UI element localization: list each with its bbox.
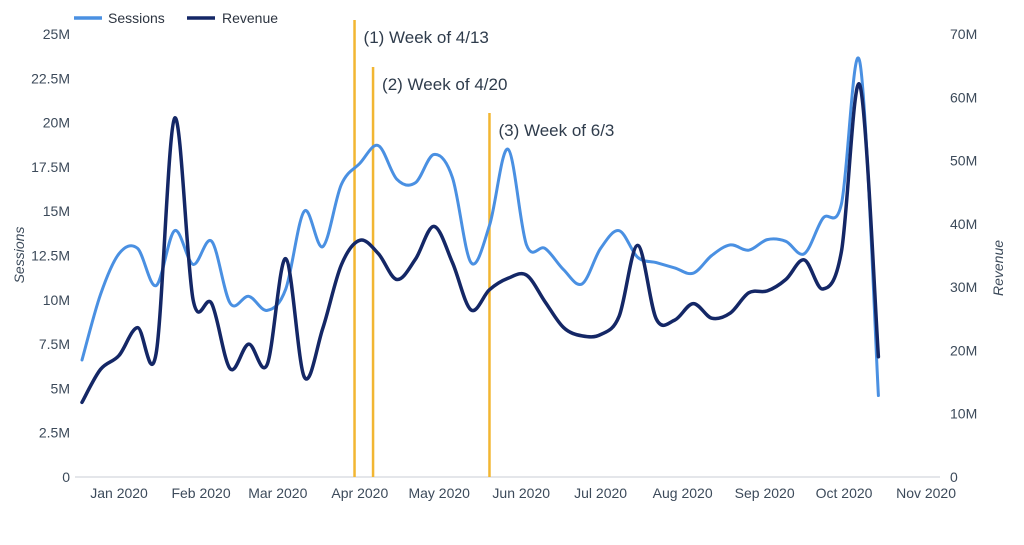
left-tick-label: 20M xyxy=(43,115,70,131)
x-tick-label: Sep 2020 xyxy=(735,485,795,501)
left-tick-label: 12.5M xyxy=(31,248,70,264)
right-tick-label: 70M xyxy=(950,26,977,42)
x-tick-label: Oct 2020 xyxy=(816,485,873,501)
right-axis-ticks: 0 10M 20M 30M 40M 50M 60M 70M xyxy=(950,26,977,485)
left-tick-label: 15M xyxy=(43,203,70,219)
annotation-lines xyxy=(353,20,491,477)
series-line-sessions xyxy=(80,56,880,397)
x-tick-label: Jul 2020 xyxy=(574,485,627,501)
left-tick-label: 25M xyxy=(43,26,70,42)
x-tick-label: Mar 2020 xyxy=(248,485,307,501)
left-tick-label: 17.5M xyxy=(31,159,70,175)
right-tick-label: 60M xyxy=(950,89,977,105)
left-axis-ticks: 0 2.5M 5M 7.5M 10M 12.5M 15M 17.5M 20M 22.5M 25M xyxy=(31,26,70,485)
right-tick-label: 30M xyxy=(950,279,977,295)
left-tick-label: 22.5M xyxy=(31,70,70,86)
x-tick-label: Nov 2020 xyxy=(896,485,956,501)
right-tick-label: 40M xyxy=(950,216,977,232)
series-lines xyxy=(80,56,881,405)
x-tick-label: May 2020 xyxy=(408,485,470,501)
x-tick-label: Feb 2020 xyxy=(171,485,230,501)
x-tick-label: Jan 2020 xyxy=(90,485,148,501)
x-tick-label: Jun 2020 xyxy=(492,485,550,501)
legend: Sessions Revenue xyxy=(74,10,278,26)
annotation-label: (3) Week of 6/3 xyxy=(498,121,614,140)
left-tick-label: 0 xyxy=(62,469,70,485)
annotation-label: (2) Week of 4/20 xyxy=(382,75,507,94)
legend-label-sessions: Sessions xyxy=(108,10,165,26)
annotation-label: (1) Week of 4/13 xyxy=(364,28,489,47)
left-tick-label: 5M xyxy=(51,380,70,396)
x-tick-label: Aug 2020 xyxy=(653,485,713,501)
legend-label-revenue: Revenue xyxy=(222,10,278,26)
x-axis-ticks: Jan 2020 Feb 2020 Mar 2020 Apr 2020 May 2020… xyxy=(90,485,956,501)
right-tick-label: 10M xyxy=(950,406,977,422)
right-tick-label: 0 xyxy=(950,469,958,485)
left-tick-label: 2.5M xyxy=(39,425,70,441)
series-line-revenue xyxy=(80,82,881,405)
right-tick-label: 20M xyxy=(950,342,977,358)
left-tick-label: 7.5M xyxy=(39,336,70,352)
left-tick-label: 10M xyxy=(43,292,70,308)
right-axis-title: Revenue xyxy=(990,240,1006,296)
right-tick-label: 50M xyxy=(950,153,977,169)
annotation-labels: (1) Week of 4/13 (2) Week of 4/20 (3) Week… xyxy=(364,28,615,140)
x-tick-label: Apr 2020 xyxy=(331,485,388,501)
left-axis-title: Sessions xyxy=(11,227,27,284)
